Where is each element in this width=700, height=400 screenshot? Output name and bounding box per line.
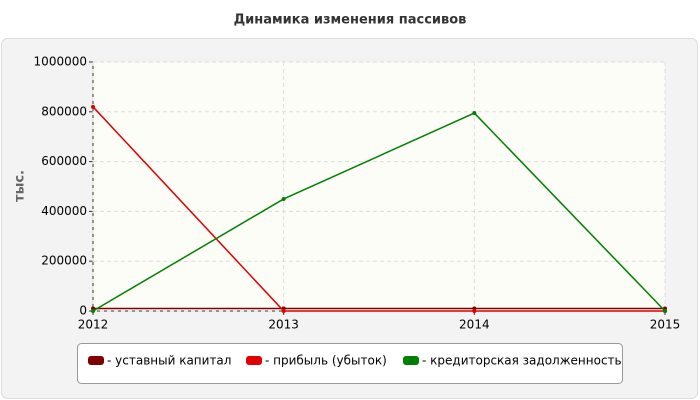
legend-swatch [246, 356, 262, 365]
x-tick-label: 2012 [78, 318, 109, 332]
point [281, 309, 286, 313]
point [472, 111, 477, 116]
y-tick-label: 600000 [41, 154, 87, 168]
series-line [92, 112, 666, 312]
x-tick-label: 2014 [459, 318, 490, 332]
y-axis-label: тыс. [13, 170, 28, 202]
point [281, 196, 286, 201]
x-tick-label: 2015 [650, 318, 681, 332]
point [91, 104, 95, 109]
point [472, 309, 477, 313]
legend-label: - кредиторская задолженность [422, 354, 622, 368]
y-tick-label: 800000 [41, 104, 87, 118]
legend-label: - уставный капитал [107, 354, 231, 368]
point [663, 309, 667, 313]
series-line [92, 106, 665, 312]
legend-swatch [88, 356, 104, 365]
chart-title: Динамика изменения пассивов [234, 13, 467, 28]
legend [77, 343, 623, 384]
legend-label: - прибыль (убыток) [265, 354, 387, 368]
y-tick-label: 0 [79, 304, 87, 318]
legend-swatch [403, 356, 419, 365]
y-tick-label: 200000 [41, 254, 87, 268]
x-tick-label: 2013 [268, 318, 299, 332]
y-tick-label: 1000000 [34, 55, 87, 69]
point [91, 309, 95, 313]
plot-area [93, 62, 665, 311]
y-tick-label: 400000 [41, 204, 87, 218]
